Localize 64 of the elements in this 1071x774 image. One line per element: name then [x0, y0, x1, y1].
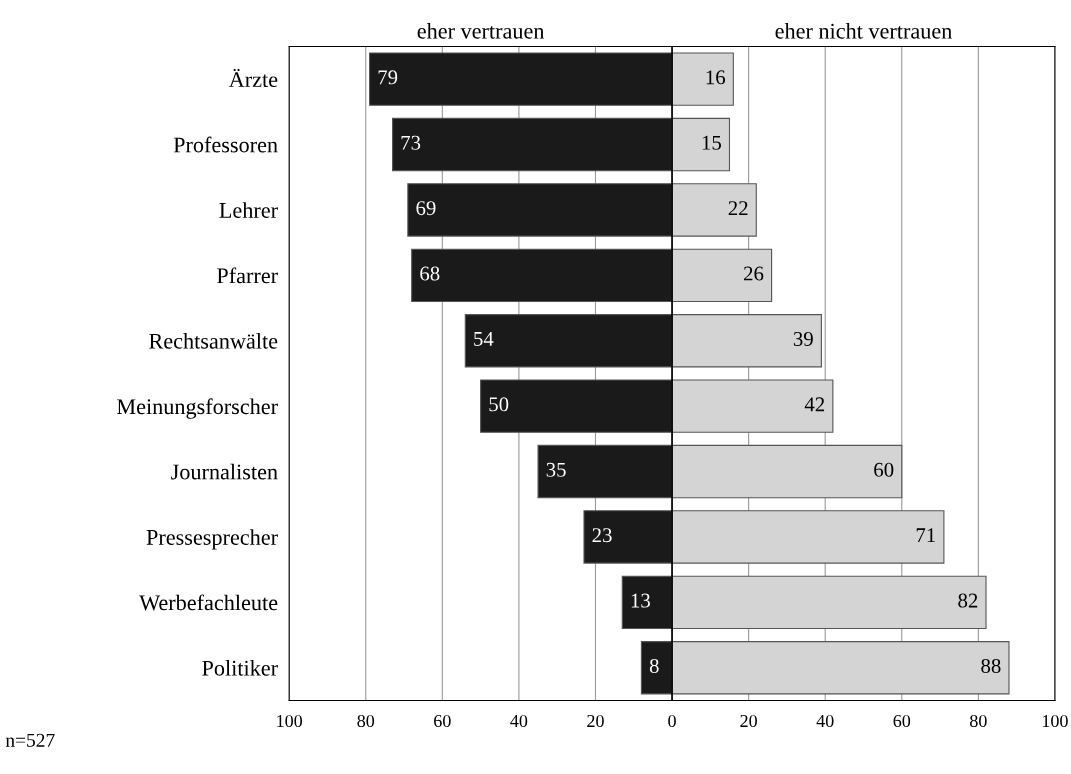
data-label: 88 [981, 658, 1001, 673]
data-label: 69 [416, 201, 436, 216]
y-tick-label: Journalisten [171, 463, 278, 480]
bar [407, 183, 673, 237]
data-label: 50 [489, 397, 509, 412]
bar [480, 379, 673, 433]
data-label: 23 [592, 528, 612, 543]
bar [671, 248, 773, 303]
y-tick-label: Pressesprecher [146, 529, 278, 550]
data-label: 8 [649, 658, 659, 673]
y-tick-label: Professoren [173, 136, 278, 153]
series-label: eher vertrauen [417, 23, 545, 39]
y-tick-label: Politiker [202, 660, 278, 676]
data-label: 60 [874, 462, 894, 477]
bar [671, 641, 1010, 695]
data-label: 13 [631, 593, 650, 608]
x-tick-label: 100 [1042, 714, 1068, 728]
x-tick-label: 20 [587, 714, 604, 728]
bar [671, 575, 987, 630]
x-tick-label: 40 [816, 714, 834, 728]
data-label: 79 [378, 70, 398, 85]
bar [640, 641, 673, 695]
data-label: 16 [706, 70, 726, 85]
bar [671, 510, 945, 564]
data-label: 68 [420, 266, 440, 281]
bar [671, 183, 757, 237]
x-tick-label: 20 [740, 714, 757, 728]
data-label: 82 [958, 593, 978, 608]
y-tick-label: Ärzte [228, 68, 278, 88]
data-label: 54 [474, 332, 494, 346]
bar [464, 314, 673, 368]
bar [411, 248, 673, 303]
x-tick-label: 80 [970, 714, 987, 728]
bar [671, 379, 834, 433]
bar [671, 52, 734, 106]
data-label: 73 [401, 135, 421, 150]
data-label: 22 [728, 201, 748, 215]
x-tick-label: 80 [357, 714, 375, 728]
x-tick-label: 40 [510, 714, 528, 728]
bar [583, 510, 673, 564]
x-tick-label: 0 [668, 714, 676, 728]
text: eher nicht vertrauen [775, 23, 952, 39]
data-label: 26 [744, 266, 764, 281]
text: n=527 [5, 733, 55, 747]
x-tick-label: 60 [893, 714, 911, 728]
bar [369, 52, 673, 106]
y-tick-label: Meinungsforscher [117, 398, 278, 419]
x-tick-label: 60 [434, 714, 451, 728]
data-label: 35 [546, 462, 566, 477]
bar [671, 117, 731, 172]
y-tick-label: Lehrer [219, 202, 278, 218]
bar [671, 444, 903, 499]
y-tick-label: Rechtsanwälte [149, 333, 278, 349]
data-label: 71 [916, 528, 935, 542]
data-label: 15 [702, 135, 722, 150]
bar [671, 314, 822, 368]
bar [391, 117, 673, 172]
data-label: 39 [793, 331, 813, 346]
bar [621, 575, 673, 630]
y-tick-label: Werbefachleute [139, 594, 278, 611]
y-tick-label: Pfarrer [217, 267, 278, 284]
x-tick-label: 100 [277, 714, 303, 728]
data-label: 42 [804, 397, 825, 412]
bar [537, 444, 673, 499]
